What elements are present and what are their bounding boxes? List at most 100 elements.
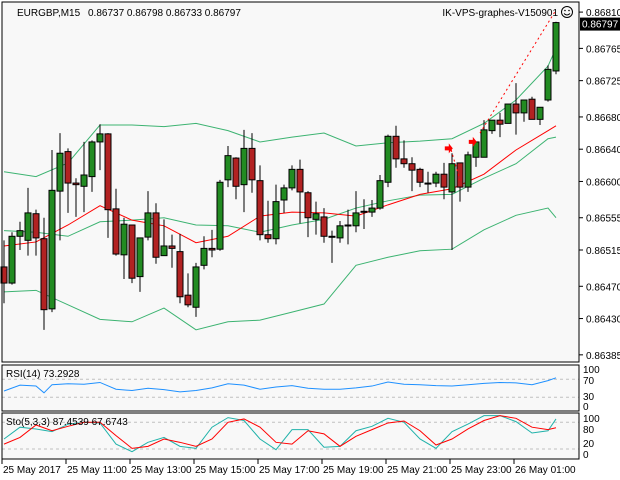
bull-candle xyxy=(464,154,472,188)
bear-candle xyxy=(320,216,328,237)
bear-candle xyxy=(64,151,72,184)
bear-candle xyxy=(32,213,40,239)
stochastic-main-line xyxy=(3,415,557,453)
moving-average-line xyxy=(3,125,557,247)
price-tick-label: 0.86385 xyxy=(586,351,620,362)
price-tick-label: 0.86765 xyxy=(586,44,620,55)
bull-candle xyxy=(480,129,488,158)
price-tick-label: 0.86470 xyxy=(586,282,620,293)
main-panel-border xyxy=(1,1,580,363)
bear-candle xyxy=(256,180,264,236)
price-tick-label: 0.86725 xyxy=(586,77,620,88)
bull-candle xyxy=(352,212,360,227)
bear-candle xyxy=(496,119,504,125)
trend-line-dotted xyxy=(450,149,462,184)
smiley-face-icon[interactable] xyxy=(561,6,573,18)
bull-candle xyxy=(88,141,96,178)
time-tick-label: 25 May 2017 xyxy=(3,465,61,476)
bear-candle xyxy=(176,251,184,298)
bull-candle xyxy=(312,213,320,220)
bear-candle xyxy=(440,173,448,188)
bull-candle xyxy=(144,212,152,238)
stochastic-tick-label: 20 xyxy=(583,439,595,450)
bull-candle xyxy=(8,235,16,284)
current-price-label: 0.86797 xyxy=(582,20,619,31)
bollinger-middle-line xyxy=(3,136,557,237)
bull-candle xyxy=(504,103,512,124)
time-tick-label: 25 May 11:00 xyxy=(67,465,127,476)
signals xyxy=(444,11,556,184)
bear-candle xyxy=(392,135,400,160)
bull-candle xyxy=(240,147,248,186)
price-tick-label: 0.86680 xyxy=(586,113,620,124)
rsi-tick-label: 30 xyxy=(583,392,595,403)
trend-line-dotted xyxy=(479,11,556,134)
signal-arrow-icon xyxy=(468,136,477,147)
bull-candle xyxy=(520,99,528,114)
bull-candle xyxy=(544,68,552,101)
stochastic-tick-label: 0 xyxy=(583,450,589,461)
time-tick-label: 25 May 19:00 xyxy=(323,465,384,476)
bull-candle xyxy=(80,174,88,187)
bull-candle xyxy=(448,163,456,193)
symbol-label: EURGBP,M15 xyxy=(17,8,81,19)
stochastic-panel-border xyxy=(1,412,580,460)
bear-candle xyxy=(72,182,80,186)
bull-candle xyxy=(432,173,440,184)
bear-candle xyxy=(264,234,272,240)
bear-candle xyxy=(208,247,216,251)
current-price-box xyxy=(580,17,620,31)
bull-candle xyxy=(336,225,344,239)
bull-candle xyxy=(328,235,336,238)
bear-candle xyxy=(104,133,112,211)
bear-candle xyxy=(416,168,424,183)
price-tick-label: 0.86555 xyxy=(586,214,620,225)
bollinger-lower-line xyxy=(3,207,557,331)
bull-candle xyxy=(16,230,24,237)
price-tick-label: 0.86600 xyxy=(586,177,620,188)
bear-candle xyxy=(184,294,192,306)
bear-candle xyxy=(40,238,48,311)
bear-candle xyxy=(232,157,240,187)
bull-candle xyxy=(384,135,392,183)
time-tick-label: 25 May 13:00 xyxy=(131,465,192,476)
bear-candle xyxy=(112,208,120,255)
rsi-tick-label: 100 xyxy=(583,365,600,376)
rsi-panel-border xyxy=(1,364,580,412)
stochastic-tick-label: 80 xyxy=(583,425,595,436)
bear-candle xyxy=(0,266,8,284)
price-tick-label: 0.86430 xyxy=(586,315,620,326)
time-tick-label: 25 May 17:00 xyxy=(259,465,320,476)
time-tick-label: 26 May 01:00 xyxy=(515,465,576,476)
bear-candle xyxy=(528,98,536,120)
bear-candle xyxy=(512,103,520,114)
bull-candle xyxy=(272,201,280,240)
time-tick-label: 25 May 21:00 xyxy=(387,465,448,476)
price-tick-label: 0.86640 xyxy=(586,145,620,156)
stochastic-signal-line xyxy=(3,415,557,449)
time-tick-label: 25 May 15:00 xyxy=(195,465,256,476)
bull-candle xyxy=(344,224,352,227)
bull-candle xyxy=(288,168,296,189)
bull-candle xyxy=(56,152,64,192)
bear-candle xyxy=(304,192,312,219)
bull-candle xyxy=(488,119,496,132)
bull-candle xyxy=(48,189,56,310)
bull-candle xyxy=(224,155,232,181)
rsi-title: RSI(14) 73.2928 xyxy=(6,369,80,380)
bull-candle xyxy=(216,181,224,250)
bear-candle xyxy=(456,162,464,188)
bull-candle xyxy=(376,180,384,209)
stochastic-tick-label: 100 xyxy=(583,414,600,425)
bear-candle xyxy=(400,158,408,165)
bull-candle xyxy=(368,207,376,213)
bear-candle xyxy=(408,163,416,171)
rsi-line xyxy=(3,377,557,394)
rsi-panel[interactable] xyxy=(2,365,579,411)
bear-candle xyxy=(168,245,176,249)
bull-candle xyxy=(120,223,128,256)
ohlc-readout: 0.86737 0.86798 0.86733 0.86797 xyxy=(88,8,241,19)
bull-candle xyxy=(96,133,104,143)
